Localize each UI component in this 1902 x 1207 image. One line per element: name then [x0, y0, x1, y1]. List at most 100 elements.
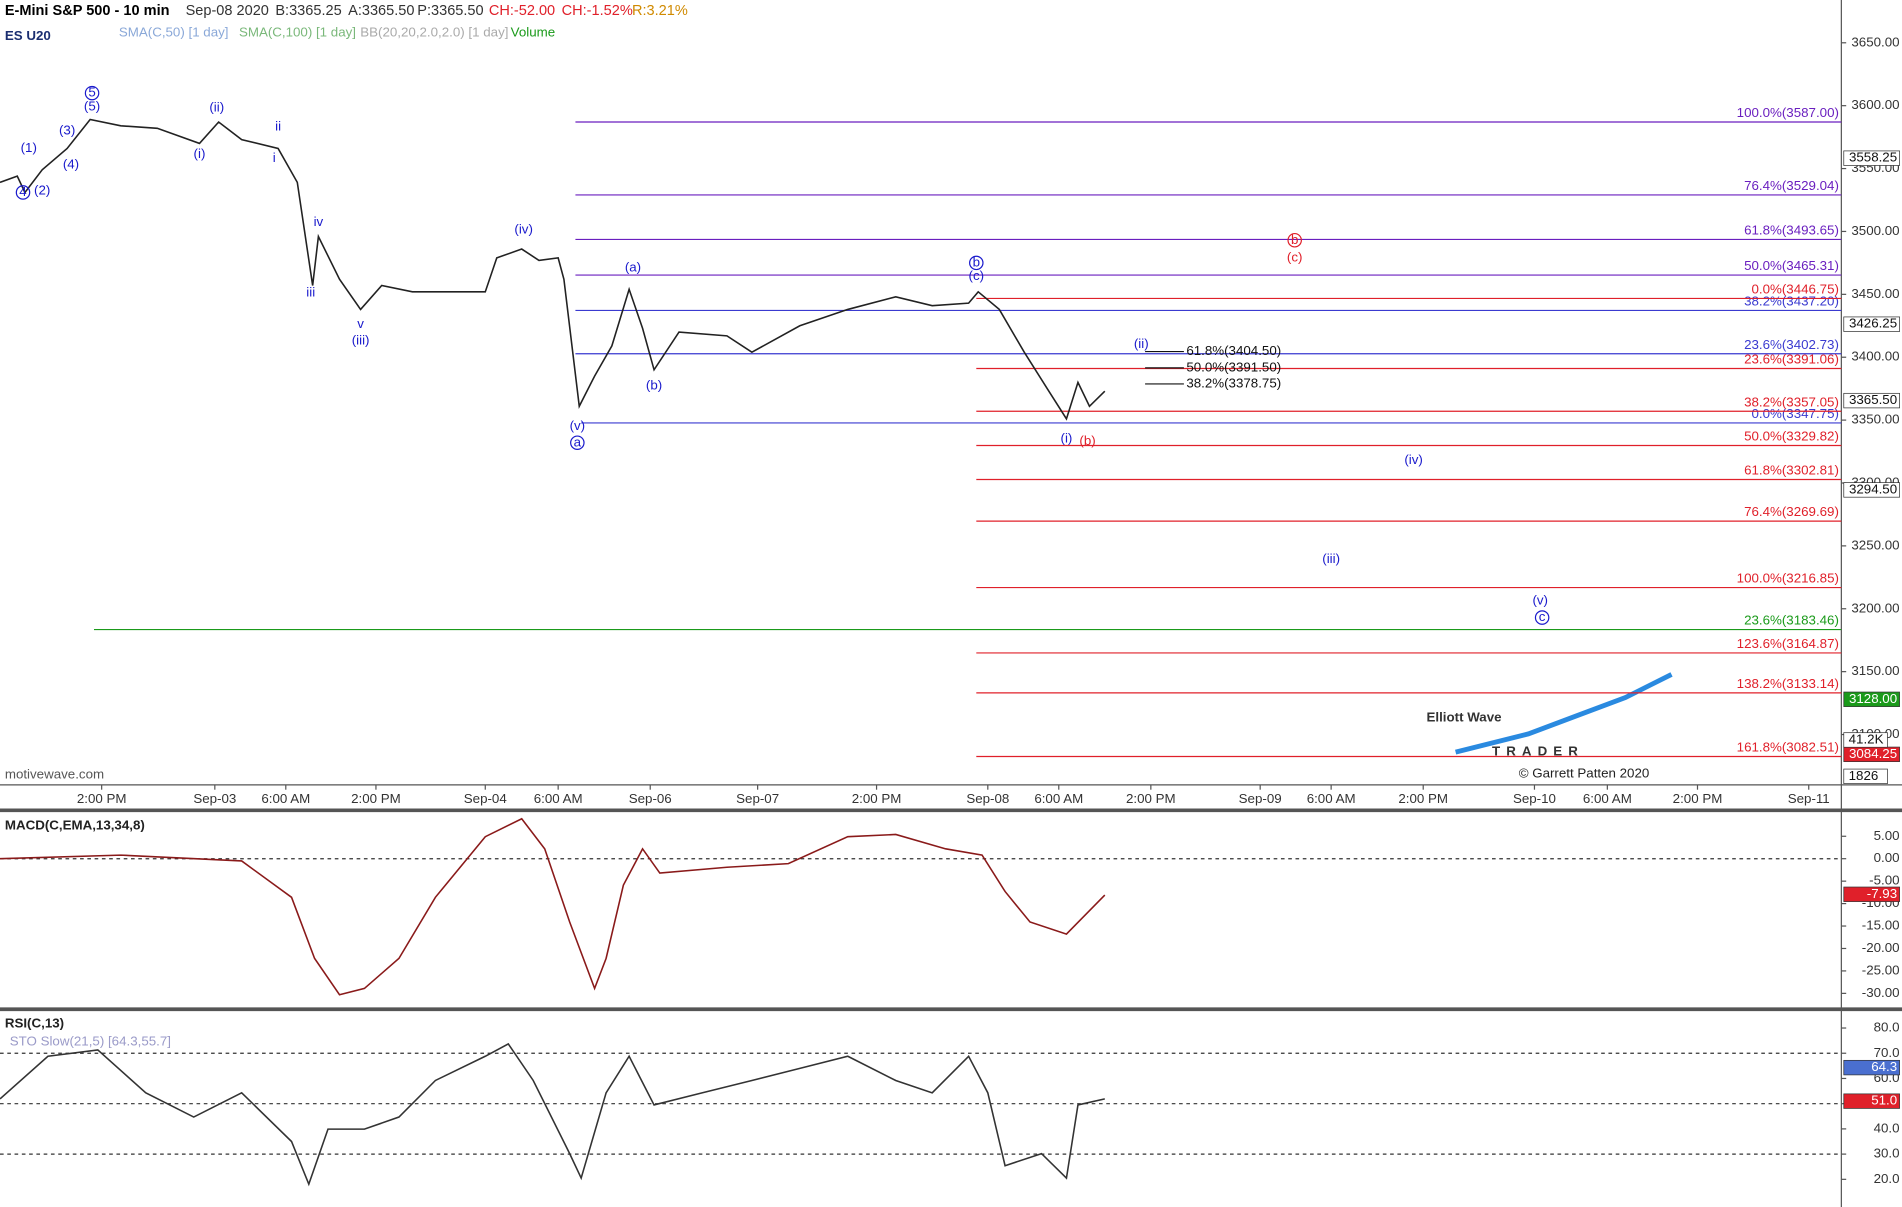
wave-label: (c) [1287, 249, 1303, 264]
wave-label: (i) [194, 146, 206, 161]
logo-text: Elliott Wave [1427, 710, 1502, 725]
y-tick-label: -25.00 [1862, 962, 1900, 977]
change: CH:-52.00 [489, 3, 555, 19]
fib-label: 38.2%(3357.05) [1744, 394, 1839, 409]
wave-label: (iv) [514, 222, 533, 237]
x-tick-label: 2:00 PM [351, 791, 401, 806]
wave-label: (2) [34, 183, 50, 198]
volume-tag [1843, 732, 1888, 748]
study: Volume [511, 24, 555, 39]
wave-label: i [273, 150, 276, 165]
ask: A:3365.50 [348, 3, 414, 19]
fib-label: 0.0%(3446.75) [1751, 281, 1838, 296]
y-tick-label: 3450.00 [1851, 286, 1899, 301]
y-tick-label: 3650.00 [1851, 34, 1899, 49]
wave-label: (5) [84, 98, 100, 113]
wave-label: (v) [1532, 593, 1548, 608]
x-tick-label: Sep-06 [629, 791, 672, 806]
series-line [0, 1042, 1105, 1187]
series-line [0, 118, 1106, 421]
chart-title: E-Mini S&P 500 - 10 min [5, 3, 170, 19]
wave-label: (c) [969, 268, 985, 283]
price-tag-label: 3558.25 [1849, 150, 1897, 165]
date: Sep-08 2020 [186, 3, 269, 19]
study: SMA(C,100) [1 day] [239, 24, 356, 39]
price-tag [1843, 482, 1900, 498]
wave-label: v [357, 316, 364, 331]
x-tick-label: Sep-04 [464, 791, 508, 806]
logo: Elliott Wave TRADER © Garrett Patten 202… [1427, 672, 1673, 780]
volume-tag-label: 1826 [1849, 768, 1879, 783]
logo-arrow [1455, 672, 1673, 755]
fib-label: 76.4%(3269.69) [1744, 504, 1839, 519]
x-tick-label: 2:00 PM [77, 791, 127, 806]
fib-label: 161.8%(3082.51) [1737, 740, 1839, 755]
study: SMA(C,50) [1 day] [119, 24, 229, 39]
wave-label: (4) [63, 156, 79, 171]
volume-tag [1843, 768, 1888, 784]
bid: B:3365.25 [275, 3, 341, 19]
y-tick-label: 3600.00 [1851, 97, 1899, 112]
x-tick-label: 6:00 AM [1583, 791, 1632, 806]
copyright: © Garrett Patten 2020 [1519, 765, 1650, 780]
x-tick-label: 6:00 AM [261, 791, 310, 806]
x-tick-label: Sep-03 [193, 791, 236, 806]
wave-label: 4 [19, 184, 27, 199]
wave-circle [84, 85, 100, 101]
price-tag [1843, 392, 1900, 409]
price-tag [1843, 886, 1900, 902]
wave-label: (ii) [1134, 336, 1149, 351]
x-tick-label: 6:00 AM [534, 791, 583, 806]
price-tag-label: 3128.00 [1849, 691, 1897, 706]
wave-label: c [1539, 609, 1546, 624]
price-tag [1843, 316, 1900, 332]
y-tick-label: 3250.00 [1851, 537, 1899, 552]
change-pct: CH:-1.52% [562, 3, 633, 19]
volume-tag-label: 41.2K [1849, 731, 1884, 746]
panel-subtitle: STO Slow(21,5) [64.3,55.7] [10, 1034, 171, 1049]
wave-label: iii [306, 285, 315, 300]
wave-label: (iv) [1404, 452, 1423, 467]
x-tick-label: Sep-08 [966, 791, 1009, 806]
logo-text: TRADER [1492, 744, 1584, 759]
wave-circle [15, 185, 31, 200]
fib-label: 23.6%(3402.73) [1744, 337, 1839, 352]
fib-label: 50.0%(3391.50) [1186, 359, 1281, 374]
wave-label: (3) [59, 122, 75, 137]
y-tick-label: -30.00 [1862, 985, 1900, 1000]
fib-label: 61.8%(3404.50) [1186, 343, 1281, 358]
wave-label: (b) [1079, 433, 1095, 448]
last-price: P:3365.50 [417, 3, 483, 19]
wave-label: (a) [625, 259, 641, 274]
fib-label: 100.0%(3587.00) [1737, 105, 1839, 120]
fib-label: 61.8%(3302.81) [1744, 462, 1839, 477]
x-tick-label: Sep-10 [1513, 791, 1556, 806]
panel-title: MACD(C,EMA,13,34,8) [5, 818, 145, 833]
y-tick-label: 20.0 [1874, 1171, 1900, 1186]
y-tick-label: 3200.00 [1851, 600, 1899, 615]
y-tick-label: 3500.00 [1851, 223, 1899, 238]
watermark: motivewave.com [5, 767, 104, 782]
wave-label: (iii) [352, 332, 370, 347]
y-tick-label: 80.0 [1874, 1020, 1900, 1035]
y-tick-label: 40.0 [1874, 1120, 1900, 1135]
price-tag-label: 51.0 [1871, 1093, 1897, 1108]
symbol: ES U20 [5, 28, 51, 43]
price-tag-label: -7.93 [1867, 886, 1897, 901]
y-tick-label: 30.0 [1874, 1146, 1900, 1161]
wave-label: (iii) [1322, 551, 1340, 566]
fib-label: 50.0%(3329.82) [1744, 429, 1839, 444]
x-tick-label: 6:00 AM [1307, 791, 1356, 806]
y-tick-label: -5.00 [1869, 873, 1899, 888]
wave-label: b [973, 254, 980, 269]
x-tick-label: Sep-09 [1239, 791, 1282, 806]
wave-label: ii [275, 119, 281, 134]
price-tag-label: 3084.25 [1849, 746, 1897, 761]
wave-label: (v) [570, 418, 586, 433]
wave-label: a [574, 434, 582, 449]
y-tick-label: 0.00 [1874, 850, 1900, 865]
wave-label: (1) [21, 140, 37, 155]
fib-label: 23.6%(3183.46) [1744, 613, 1839, 628]
